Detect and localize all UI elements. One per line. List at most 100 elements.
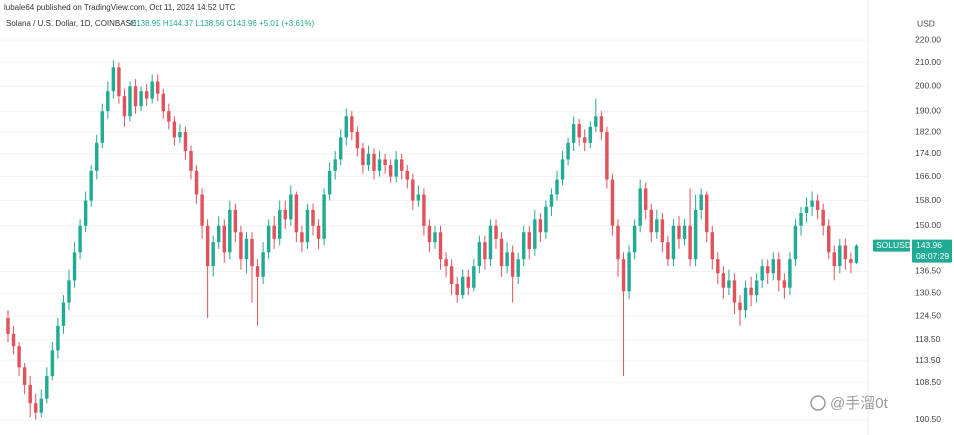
candle-body [388, 165, 393, 177]
candle-body [289, 194, 293, 220]
candle-body [644, 188, 648, 210]
candle-body [455, 284, 459, 296]
price-box [912, 239, 952, 263]
candle-body [682, 225, 687, 239]
candle-body [732, 280, 737, 303]
candle-body [488, 225, 493, 260]
candle-body [106, 91, 110, 112]
candle-body [483, 242, 487, 260]
candle-body [200, 194, 204, 226]
candle-body [610, 179, 615, 226]
candle-body [305, 209, 310, 243]
candle-body [327, 170, 332, 195]
candle-body [294, 194, 299, 233]
y-tick-label: 150.00 [915, 220, 941, 230]
header: lubale64 published on TradingView.com, O… [4, 3, 236, 12]
candle-body [821, 209, 825, 226]
candle-body [250, 238, 254, 267]
candle-body [705, 194, 709, 233]
candle-body [261, 252, 265, 277]
candle-body [39, 398, 43, 413]
watermark: @手溜0t [830, 395, 889, 412]
candle-body [311, 209, 315, 226]
candle-body [34, 403, 38, 413]
candle-body [716, 259, 720, 274]
candle-body [150, 81, 154, 99]
candle-body [693, 209, 698, 260]
candle-body [499, 238, 504, 267]
y-tick-label: 190.00 [915, 105, 941, 115]
candle-body [133, 86, 138, 107]
ticker-label: SOLUSD [876, 240, 911, 250]
candle-body [605, 132, 609, 180]
candle-body [510, 252, 515, 277]
candle-body [571, 124, 576, 143]
candle-body [377, 159, 382, 171]
candle-body [754, 280, 759, 296]
candle-body [671, 225, 676, 260]
candle-body [815, 200, 820, 210]
candle-body [22, 367, 27, 385]
y-tick-label: 113.50 [915, 355, 941, 365]
candle-body [782, 280, 787, 288]
candle-body [527, 232, 531, 249]
candle-body [583, 137, 587, 143]
candle-body [189, 151, 193, 171]
candle-body [95, 142, 99, 171]
axis-unit: USD [917, 18, 935, 28]
candle-body [67, 280, 71, 303]
y-tick-label: 220.00 [915, 34, 941, 44]
candle-body [738, 302, 742, 311]
candle-body [688, 225, 692, 260]
candle-body [144, 91, 149, 99]
candle-body [616, 225, 620, 260]
candle-body [621, 259, 626, 292]
candle-body [344, 116, 348, 138]
candle-body [444, 259, 448, 267]
candle-body [17, 346, 21, 368]
candle-body [156, 81, 160, 94]
candle-body [599, 116, 604, 133]
candle-body [477, 242, 482, 267]
y-tick-label: 174.00 [915, 148, 941, 158]
candle-body [533, 219, 537, 249]
y-tick-label: 100.50 [915, 414, 941, 424]
candle-body [427, 225, 432, 243]
candle-body [411, 179, 415, 201]
candle-body [433, 232, 437, 243]
price-label: 143.96 [916, 240, 942, 250]
countdown-label: 08:07:29 [916, 251, 949, 261]
candle-body [555, 179, 559, 195]
candle-body [45, 376, 49, 399]
y-tick-label: 124.50 [915, 310, 941, 320]
candle-body [699, 194, 703, 210]
candle-body [78, 225, 82, 253]
y-tick-label: 210.00 [915, 57, 941, 67]
candle-body [854, 245, 859, 263]
candle-body [72, 252, 77, 281]
candle-body [139, 91, 143, 107]
candle-body [89, 170, 93, 201]
candle-body [721, 273, 726, 288]
candle-body [11, 333, 16, 347]
candle-body [566, 142, 570, 160]
candle-body [28, 384, 32, 404]
y-tick-label: 136.50 [915, 266, 941, 276]
candle-body [61, 302, 66, 326]
candle-body [300, 232, 304, 243]
symbol: Solana / U.S. Dollar, 1D, COINBASE [6, 19, 136, 28]
candle-body [83, 200, 88, 226]
candle-body [355, 132, 360, 149]
candle-body [638, 188, 642, 226]
candle-body [117, 67, 121, 97]
y-axis: 220.00 210.00 200.00 190.00 182.00 174.00 166.… [915, 34, 941, 424]
candle-body [472, 266, 476, 288]
candle-body [438, 232, 443, 260]
candle-body [522, 232, 526, 260]
candle-body [827, 225, 831, 253]
grid [0, 39, 868, 421]
candle-body [749, 287, 753, 296]
candle-body [788, 259, 792, 288]
candle-body [760, 266, 764, 281]
candle-body [255, 266, 260, 277]
